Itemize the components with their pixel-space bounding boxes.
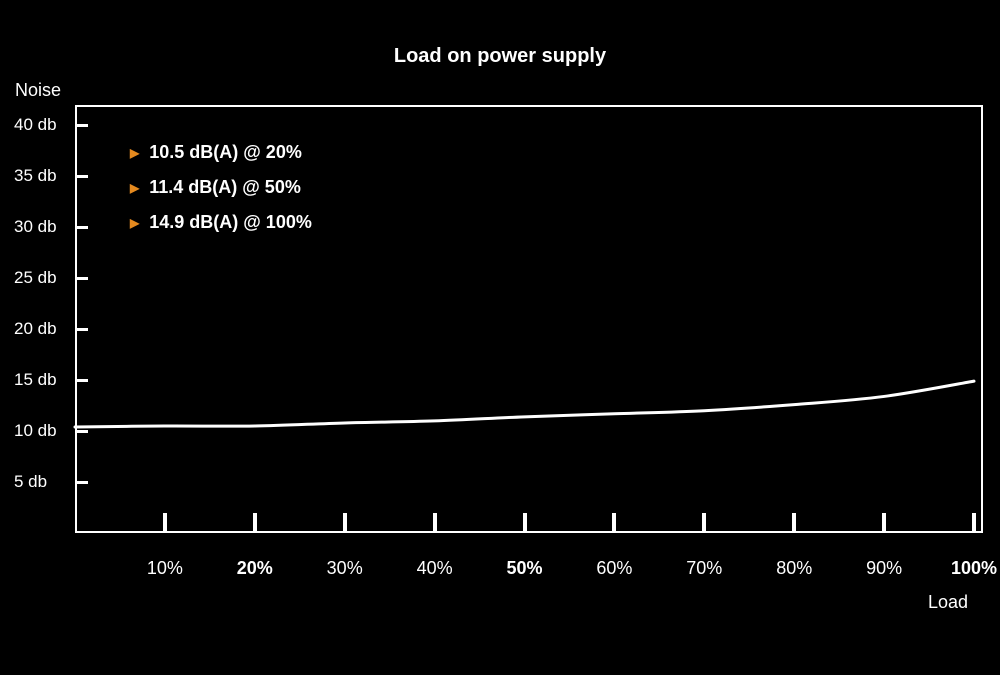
y-tick-mark	[75, 277, 88, 280]
x-tick-mark	[163, 513, 167, 533]
legend-item-label: 11.4 dB(A) @ 50%	[149, 177, 301, 198]
triangle-right-icon: ▶	[130, 216, 139, 230]
legend-item-label: 10.5 dB(A) @ 20%	[149, 142, 302, 163]
legend-item: ▶ 10.5 dB(A) @ 20%	[130, 138, 312, 167]
x-tick-mark	[612, 513, 616, 533]
legend-item: ▶ 14.9 dB(A) @ 100%	[130, 208, 312, 237]
y-tick-label: 5 db	[14, 472, 47, 492]
x-tick-label: 100%	[951, 558, 997, 579]
noise-curve-path	[75, 381, 974, 427]
legend: ▶ 10.5 dB(A) @ 20% ▶ 11.4 dB(A) @ 50% ▶ 14.9 …	[130, 138, 312, 243]
y-tick-mark	[75, 481, 88, 484]
x-tick-mark	[792, 513, 796, 533]
y-tick-label: 40 db	[14, 115, 57, 135]
y-tick-label: 35 db	[14, 166, 57, 186]
x-tick-label: 70%	[686, 558, 722, 579]
x-tick-mark	[253, 513, 257, 533]
legend-item-label: 14.9 dB(A) @ 100%	[149, 212, 312, 233]
x-tick-label: 40%	[417, 558, 453, 579]
x-tick-mark	[523, 513, 527, 533]
x-tick-label: 10%	[147, 558, 183, 579]
y-tick-mark	[75, 379, 88, 382]
y-tick-label: 10 db	[14, 421, 57, 441]
y-tick-mark	[75, 175, 88, 178]
y-tick-label: 20 db	[14, 319, 57, 339]
x-tick-mark	[433, 513, 437, 533]
y-tick-mark	[75, 328, 88, 331]
x-tick-label: 90%	[866, 558, 902, 579]
y-tick-label: 30 db	[14, 217, 57, 237]
x-tick-mark	[882, 513, 886, 533]
x-tick-label: 20%	[237, 558, 273, 579]
x-tick-mark	[343, 513, 347, 533]
x-tick-mark	[972, 513, 976, 533]
x-tick-label: 30%	[327, 558, 363, 579]
x-tick-label: 60%	[596, 558, 632, 579]
x-tick-label: 80%	[776, 558, 812, 579]
triangle-right-icon: ▶	[130, 181, 139, 195]
x-tick-label: 50%	[506, 558, 542, 579]
y-tick-mark	[75, 226, 88, 229]
triangle-right-icon: ▶	[130, 146, 139, 160]
y-tick-label: 15 db	[14, 370, 57, 390]
y-tick-mark	[75, 124, 88, 127]
y-tick-mark	[75, 430, 88, 433]
legend-item: ▶ 11.4 dB(A) @ 50%	[130, 173, 312, 202]
y-tick-label: 25 db	[14, 268, 57, 288]
x-tick-mark	[702, 513, 706, 533]
